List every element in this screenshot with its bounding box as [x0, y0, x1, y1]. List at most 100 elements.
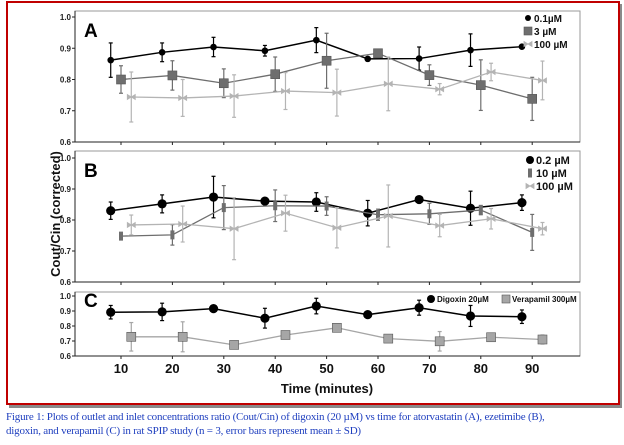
y-tick-label: 0.7	[60, 247, 72, 256]
marker-square	[501, 294, 511, 304]
marker-circle	[208, 304, 219, 314]
marker-bowtie	[229, 225, 239, 232]
panel-label: C	[84, 291, 98, 312]
marker-circle	[526, 156, 534, 164]
series-2	[126, 56, 547, 123]
x-tick-label: 40	[268, 361, 282, 376]
x-tick-label: 70	[422, 361, 436, 376]
panel-a: 0.6 0.7 0.8 0.9 1.0 A 0.1µM 3 µM 100 µM	[60, 10, 581, 147]
marker-bowtie	[332, 224, 342, 231]
marker-square	[219, 78, 229, 89]
marker-bowtie	[178, 94, 188, 102]
marker-square	[126, 331, 137, 342]
marker-bowtie	[126, 93, 136, 101]
legend: Digoxin 20µM Verapamil 300µM	[427, 294, 577, 304]
marker-bowtie	[523, 40, 533, 48]
series-0	[106, 297, 527, 329]
x-axis-label: Time (minutes)	[281, 381, 373, 396]
marker-circle	[106, 206, 116, 216]
marker-circle	[467, 46, 474, 54]
marker-bowtie	[178, 220, 188, 228]
marker-circle	[415, 55, 423, 62]
marker-bowtie	[383, 212, 393, 220]
marker-bar	[221, 203, 226, 213]
x-tick-label: 30	[217, 361, 231, 376]
marker-circle	[363, 310, 373, 320]
marker-circle	[158, 49, 166, 56]
panel-label: B	[84, 161, 98, 182]
marker-bowtie	[229, 92, 239, 100]
marker-circle	[364, 55, 372, 63]
legend-label: 0.1µM	[534, 14, 562, 25]
marker-square	[321, 55, 332, 66]
marker-square	[167, 70, 178, 81]
marker-bowtie	[126, 221, 136, 229]
marker-bowtie	[538, 225, 547, 232]
marker-bowtie	[435, 222, 445, 229]
marker-circle	[313, 36, 320, 44]
marker-circle	[465, 311, 476, 321]
y-tick-label: 1.0	[60, 13, 72, 22]
caption-line-1: Figure 1: Plots of outlet and inlet conc…	[6, 411, 545, 423]
caption-line-2: digoxin, and verapamil (C) in rat SPIP s…	[6, 425, 361, 437]
marker-bowtie	[281, 87, 290, 95]
marker-circle	[311, 197, 321, 207]
marker-square	[475, 80, 486, 90]
y-tick-label: 0.6	[60, 352, 72, 361]
y-tick-label: 0.8	[60, 216, 72, 225]
legend-label: 0.2 µM	[536, 155, 570, 167]
marker-circle	[210, 43, 217, 51]
marker-square	[280, 330, 291, 340]
y-tick-label: 0.6	[60, 138, 72, 147]
marker-square	[537, 334, 548, 345]
marker-bowtie	[435, 85, 445, 93]
marker-square	[424, 70, 435, 80]
legend-label: 100 µM	[534, 40, 568, 51]
x-tick-label: 80	[474, 361, 488, 376]
marker-bowtie	[383, 80, 393, 88]
marker-square	[116, 74, 126, 85]
y-axis-label: Cout/Cin (corrected)	[48, 151, 63, 277]
marker-circle	[414, 194, 424, 205]
marker-bar	[478, 205, 483, 215]
marker-circle	[517, 198, 527, 208]
marker-bowtie	[281, 209, 290, 217]
panel-c: 0.6 0.7 0.8 0.9 1.0 C Digoxin 20µM Verapamil 30…	[60, 291, 581, 361]
marker-bar	[530, 227, 535, 237]
marker-circle	[517, 312, 527, 322]
legend-label: Digoxin 20µM	[437, 295, 489, 304]
marker-square	[434, 336, 445, 347]
marker-bar	[528, 168, 532, 178]
figure-caption: Figure 1: Plots of outlet and inlet conc…	[6, 410, 622, 438]
marker-square	[527, 94, 538, 104]
marker-circle	[525, 15, 531, 21]
x-tick-label: 50	[319, 361, 333, 376]
marker-circle	[260, 313, 270, 323]
marker-bar	[427, 209, 432, 219]
marker-circle	[157, 307, 167, 317]
series-1	[119, 184, 535, 251]
marker-bowtie	[486, 215, 496, 222]
marker-square	[383, 333, 394, 344]
marker-square	[270, 69, 281, 79]
marker-circle	[157, 199, 167, 209]
series-1	[126, 321, 548, 353]
legend: 0.1µM 3 µM 100 µM	[523, 14, 568, 51]
marker-circle	[107, 56, 115, 64]
legend-label: 3 µM	[534, 27, 556, 38]
y-tick-label: 0.9	[60, 44, 72, 53]
marker-square	[486, 332, 496, 343]
marker-bar	[376, 210, 380, 220]
marker-bowtie	[538, 77, 547, 84]
legend-label: 10 µM	[536, 168, 567, 180]
y-tick-label: 0.8	[60, 322, 72, 331]
marker-square	[332, 322, 342, 333]
marker-square	[523, 26, 533, 36]
marker-circle	[208, 192, 219, 202]
marker-bar	[273, 201, 278, 211]
marker-circle	[106, 307, 116, 317]
marker-bar	[119, 231, 123, 241]
marker-circle	[427, 295, 435, 303]
